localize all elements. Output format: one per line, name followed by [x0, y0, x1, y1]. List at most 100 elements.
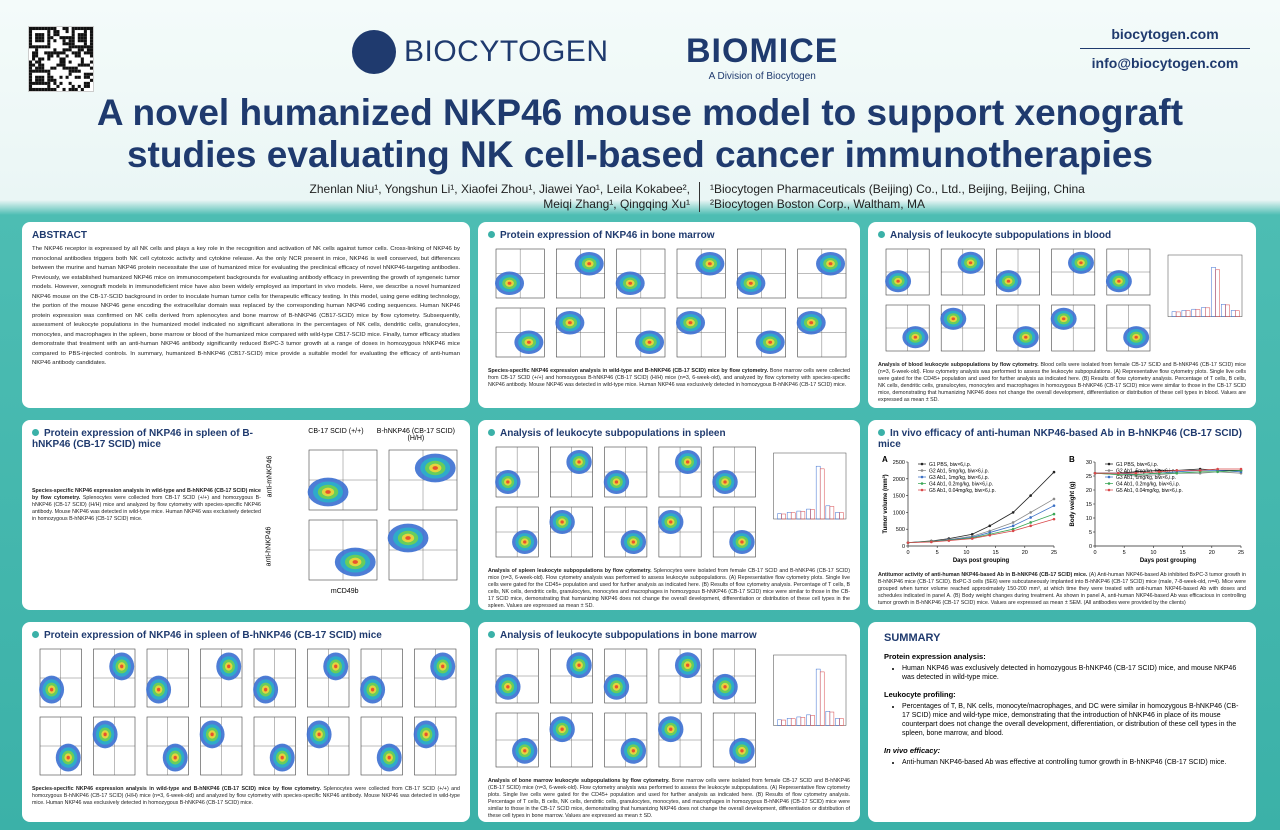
qr-cell	[86, 45, 90, 49]
qr-cell	[71, 27, 75, 31]
qr-cell	[41, 81, 45, 85]
decor-bar	[790, 718, 796, 726]
caption-lead: Species-specific NKP46 expression analys…	[32, 488, 261, 501]
qr-cell	[83, 84, 87, 88]
qr-cell	[74, 75, 78, 79]
qr-cell	[38, 78, 42, 82]
decor-bar	[777, 719, 782, 726]
series-line	[907, 518, 1055, 544]
qr-cell	[32, 81, 36, 85]
decor-bar	[786, 718, 792, 726]
qr-cell	[74, 54, 78, 58]
qr-cell	[71, 69, 75, 73]
qr-cell	[59, 51, 63, 55]
qr-cell	[47, 78, 51, 82]
panel: Analysis of leukocyte subpopulations in …	[478, 420, 860, 610]
summary-panel: SUMMARY Protein expression analysis: Huma…	[868, 622, 1256, 822]
panel-label: A	[882, 455, 888, 464]
y-tick-label: 0	[1089, 544, 1092, 550]
qr-cell	[53, 39, 57, 43]
qr-cell	[59, 36, 63, 40]
qr-cell	[68, 36, 72, 40]
qr-cell	[68, 72, 72, 76]
density-blob	[49, 687, 54, 692]
decor-bar	[1230, 310, 1236, 317]
qr-cell	[68, 39, 72, 43]
qr-cell	[83, 75, 87, 79]
qr-cell	[32, 51, 36, 55]
qr-cell	[35, 51, 39, 55]
data-point	[1029, 511, 1032, 514]
qr-cell	[74, 27, 78, 31]
flow-figure	[39, 648, 457, 776]
qr-cell	[47, 87, 51, 91]
density-blob	[669, 727, 673, 731]
qr-cell	[65, 75, 69, 79]
legend-label: G3 Ab1, 1mg/kg, biw×6,i.p.	[1116, 475, 1176, 481]
qr-cell	[41, 33, 45, 37]
decor-bar	[1211, 267, 1216, 317]
density-blob	[523, 540, 527, 544]
qr-cell	[62, 60, 66, 64]
qr-cell	[47, 27, 51, 31]
qr-cell	[56, 51, 60, 55]
y-axis-label: Body weight (g)	[1070, 482, 1076, 527]
caption-lead: Analysis of blood leukocyte subpopulatio…	[878, 362, 1039, 368]
qr-cell	[47, 75, 51, 79]
qr-cell	[77, 54, 81, 58]
title-text: Protein expression of NKP46 in spleen of…	[32, 428, 253, 450]
panel: Analysis of leukocyte subpopulations in …	[478, 622, 860, 822]
density-blob	[628, 281, 633, 285]
panel-title: Protein expression of NKP46 in bone marr…	[488, 230, 850, 241]
qr-cell	[65, 48, 69, 52]
qr-cell	[29, 66, 33, 70]
qr-cell	[68, 66, 72, 70]
flow-figure	[885, 248, 1243, 352]
x-tick-label: 5	[936, 550, 939, 556]
qr-cell	[71, 36, 75, 40]
density-blob	[120, 664, 124, 669]
qr-cell	[89, 54, 93, 58]
data-point	[988, 524, 992, 528]
summary-list: Anti-human NKP46-based Ab was effective …	[884, 758, 1240, 767]
qr-cell	[83, 36, 87, 40]
legend-label: G4 Ab1, 0.2mg/kg, biw×6,i.p.	[1116, 482, 1180, 488]
y-tick-label: 1000	[893, 510, 905, 516]
qr-cell	[53, 48, 57, 52]
panel-title: Analysis of leukocyte subpopulations in …	[878, 230, 1246, 241]
density-blob	[432, 466, 438, 470]
density-blob	[506, 685, 510, 689]
density-blob	[577, 663, 581, 667]
density-blob	[740, 749, 744, 753]
qr-cell	[50, 78, 54, 82]
qr-cell	[83, 81, 87, 85]
qr-cell	[35, 54, 39, 58]
qr-cell	[89, 72, 93, 76]
qr-cell	[32, 69, 36, 73]
qr-cell	[80, 36, 84, 40]
qr-cell	[83, 72, 87, 76]
qr-cell	[83, 33, 87, 37]
qr-cell	[29, 75, 33, 79]
qr-cell	[35, 78, 39, 82]
line-chart: B 0 5 10 15 20 25 30 0 5 10 15 20 25 Days post groupin…	[1069, 455, 1244, 564]
qr-cell	[77, 33, 81, 37]
legend-label: G3 Ab1, 1mg/kg, biw×6,i.p.	[929, 475, 989, 481]
legend-swatch	[920, 488, 924, 492]
x-tick-label: 0	[906, 550, 909, 556]
caption-lead: Antitumor activity of anti-human NKP46-b…	[878, 572, 1088, 578]
x-axis-label: Days post grouping	[953, 558, 1010, 564]
qr-cell	[35, 27, 39, 31]
author-line: Meiqi Zhang¹, Qingqing Xu¹	[543, 197, 690, 211]
density-blob	[173, 755, 177, 760]
density-blob	[1024, 335, 1028, 339]
qr-cell	[59, 75, 63, 79]
qr-cell	[59, 57, 63, 61]
density-blob	[809, 321, 814, 325]
decor-bar	[786, 512, 792, 520]
series-line	[1095, 468, 1241, 474]
panel: Protein expression of NKP46 in spleen of…	[22, 622, 470, 822]
decor-bar	[825, 711, 831, 726]
data-point	[1029, 521, 1032, 524]
data-point	[1093, 471, 1097, 475]
